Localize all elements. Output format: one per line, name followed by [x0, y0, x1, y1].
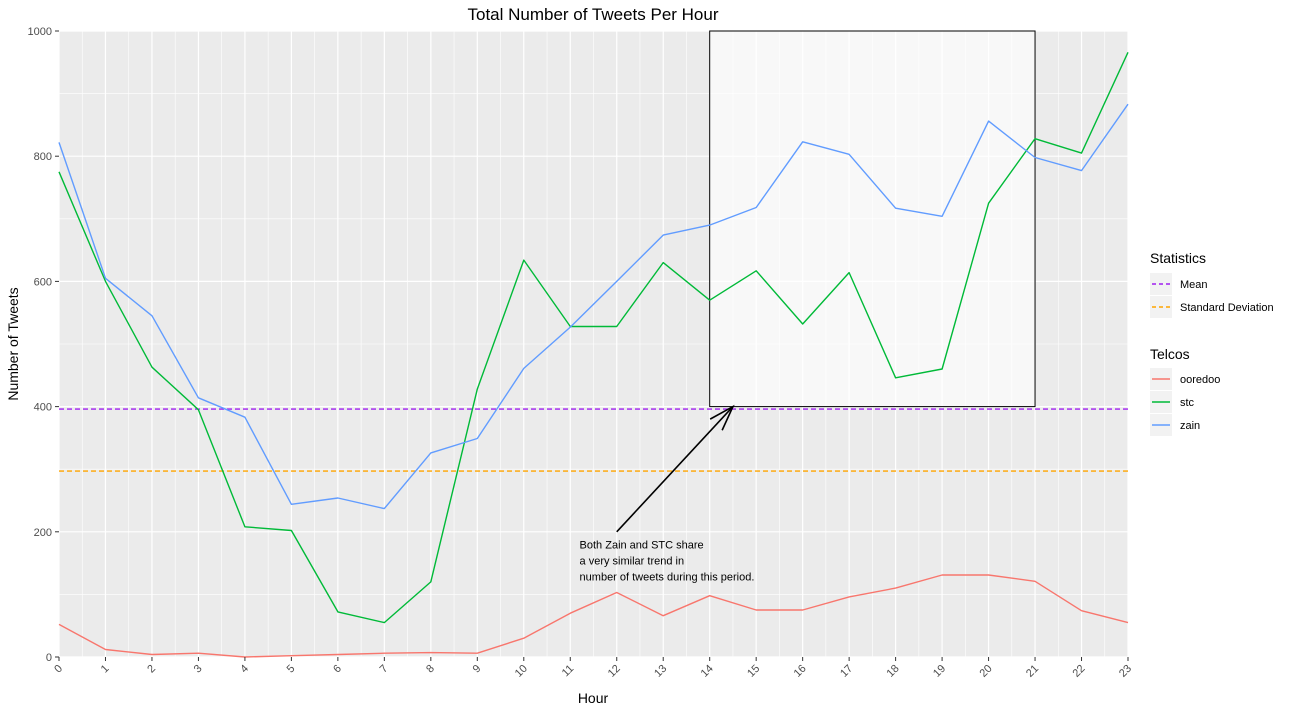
x-tick-label: 11 — [560, 663, 577, 680]
x-tick-label: 23 — [1117, 663, 1134, 680]
grid-lines — [58, 30, 1129, 658]
x-tick-label: 8 — [424, 663, 437, 676]
x-tick-label: 13 — [652, 663, 669, 680]
y-tick-label: 200 — [34, 527, 52, 539]
x-tick-label: 22 — [1070, 663, 1087, 680]
legend-label-stc: stc — [1180, 397, 1195, 409]
x-tick-label: 16 — [792, 663, 809, 680]
series-line-stc — [58, 52, 1129, 624]
legend-title-telcos: Telcos — [1150, 346, 1190, 362]
x-tick-label: 7 — [378, 663, 391, 676]
annotation-text-line: a very similar trend in — [580, 555, 685, 567]
y-tick-label: 1000 — [28, 26, 52, 38]
series-lines — [58, 52, 1129, 658]
series-line-ooredoo — [58, 574, 1129, 658]
x-tick-label: 17 — [838, 663, 855, 680]
x-axis-title: Hour — [578, 690, 609, 706]
y-tick-label: 600 — [34, 276, 52, 288]
x-tick-label: 3 — [192, 663, 205, 676]
series-line-zain — [58, 103, 1129, 510]
annotation-text-line: number of tweets during this period. — [580, 571, 755, 583]
x-tick-label: 21 — [1024, 663, 1041, 680]
y-tick-label: 800 — [34, 151, 52, 163]
x-tick-label: 15 — [745, 663, 762, 680]
y-tick-label: 400 — [34, 402, 52, 414]
x-axis: 0 1 2 3 4 5 6 7 8 9 10 11 12 13 14 15 16 17 18 19 20 21 22 23 — [52, 657, 1134, 680]
legend-label-zain: zain — [1180, 420, 1200, 432]
x-tick-label: 10 — [513, 663, 530, 680]
legend-label-mean: Mean — [1180, 279, 1208, 291]
x-tick-label: 20 — [978, 663, 995, 680]
annotation-arrow-shaft — [616, 406, 734, 533]
reference-lines — [59, 408, 1128, 472]
x-tick-label: 0 — [52, 663, 65, 676]
y-axis-title: Number of Tweets — [5, 287, 21, 400]
x-tick-label: 6 — [331, 663, 344, 676]
x-tick-label: 12 — [606, 663, 623, 680]
x-tick-label: 1 — [99, 663, 112, 676]
highlight-box — [709, 30, 1036, 408]
x-tick-label: 19 — [931, 663, 948, 680]
annotation-text-line: Both Zain and STC share — [580, 539, 704, 551]
chart-title: Total Number of Tweets Per Hour — [467, 5, 718, 24]
x-tick-label: 9 — [471, 663, 484, 676]
legend-title-statistics: Statistics — [1150, 250, 1206, 266]
x-tick-label: 2 — [145, 663, 158, 676]
x-tick-label: 14 — [699, 663, 716, 680]
legend-label-ooredoo: ooredoo — [1180, 374, 1220, 386]
y-axis: 0 200 400 600 800 1000 — [28, 26, 59, 664]
x-tick-label: 18 — [885, 663, 902, 680]
legends: Statistics Mean Standard Deviation Telcos oo… — [1150, 250, 1274, 436]
legend-label-standard-deviation: Standard Deviation — [1180, 302, 1274, 314]
annotation-arrow-head — [709, 404, 735, 431]
annotation: Both Zain and STC share a very similar tr… — [580, 404, 755, 583]
y-tick-label: 0 — [46, 652, 52, 664]
x-tick-label: 5 — [285, 663, 298, 676]
highlight-rect — [709, 30, 1036, 408]
x-tick-label: 4 — [238, 663, 251, 676]
